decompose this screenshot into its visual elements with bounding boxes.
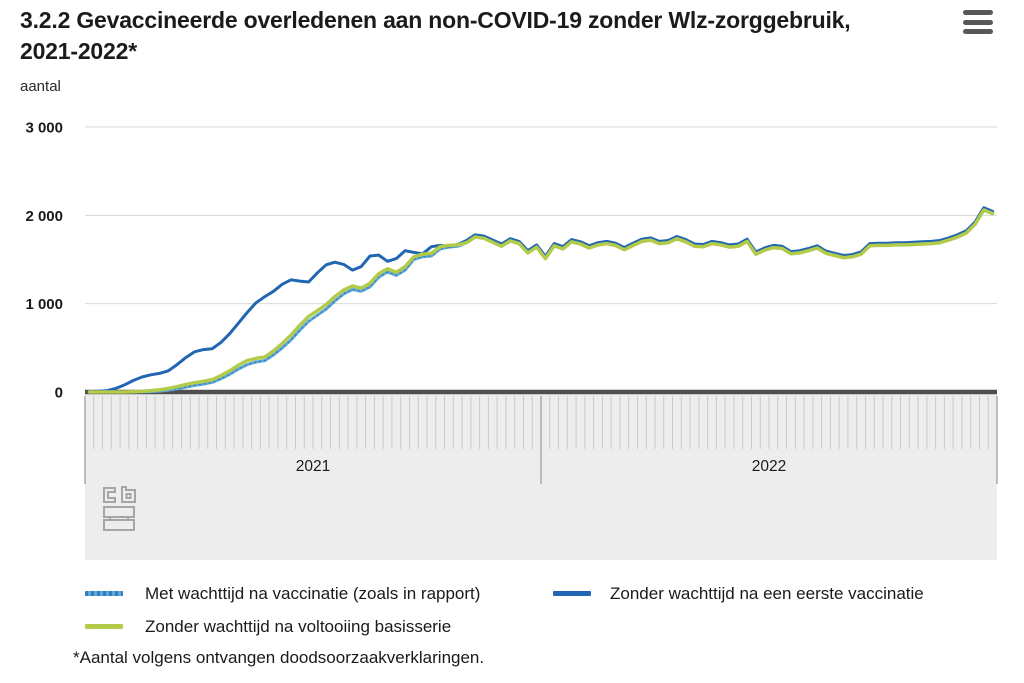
chart-canvas: 0 1 000 2 000 3 000 2021 2022 xyxy=(25,120,998,645)
legend-label-zonder-wachttijd-eerste: Zonder wachttijd na een eerste vaccinati… xyxy=(610,584,924,603)
cbs-logo xyxy=(103,486,136,531)
chart-series xyxy=(87,206,995,394)
chart-grid: 0 1 000 2 000 3 000 xyxy=(25,120,997,402)
svg-text:0: 0 xyxy=(55,385,63,402)
chart-ticks xyxy=(84,396,998,484)
svg-text:2 000: 2 000 xyxy=(25,208,63,225)
chart-area: 0 1 000 2 000 3 000 2021 2022 xyxy=(0,100,1024,645)
legend-label-voltooiing-basisserie: Zonder wachttijd na voltooiing basisseri… xyxy=(145,617,452,636)
legend-label-met-wachttijd: Met wachttijd na vaccinatie (zoals in ra… xyxy=(145,584,481,603)
svg-text:2022: 2022 xyxy=(752,458,786,475)
chart-year-labels: 2021 2022 xyxy=(296,458,786,475)
footnote: *Aantal volgens ontvangen doodsoorzaakve… xyxy=(73,648,485,667)
page-title: 3.2.2 Gevaccineerde overledenen aan non-… xyxy=(20,7,851,64)
legend-swatch-voltooiing-basisserie xyxy=(85,624,123,629)
menu-bar xyxy=(963,19,993,25)
svg-text:1 000: 1 000 xyxy=(25,296,63,313)
svg-text:3 000: 3 000 xyxy=(25,120,63,137)
svg-text:2021: 2021 xyxy=(296,458,330,475)
legend-swatch-zonder-wachttijd-eerste xyxy=(553,591,591,596)
menu-bar xyxy=(963,10,993,15)
hamburger-menu-icon[interactable] xyxy=(963,10,993,34)
y-axis-label: aantal xyxy=(20,78,61,95)
menu-bar xyxy=(963,29,993,34)
legend-swatch-met-wachttijd xyxy=(85,591,123,596)
